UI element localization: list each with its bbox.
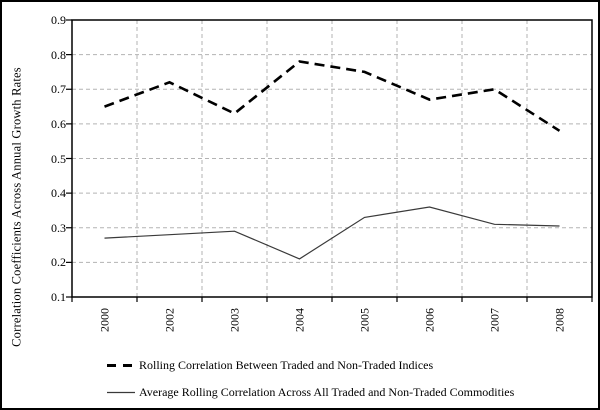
dashed-line-sample-icon [107, 364, 135, 367]
x-tick-label: 2004 [292, 308, 306, 332]
y-tick-label: 0.3 [51, 220, 66, 235]
y-tick-label: 0.9 [51, 13, 66, 27]
y-axis-title: Correlation Coefficients Across Annual G… [9, 67, 24, 347]
series-line-dashed [104, 60, 561, 132]
plot-area [66, 19, 593, 302]
y-tick-label: 0.2 [51, 255, 66, 270]
x-tick-label: 2000 [97, 308, 111, 332]
x-tick-label: 2003 [227, 308, 241, 332]
x-tick-label: 2008 [552, 308, 566, 332]
y-tick-label: 0.5 [51, 151, 66, 166]
legend-label-commodities: Average Rolling Correlation Across All T… [139, 385, 515, 399]
y-tick-label: 0.8 [51, 47, 66, 62]
series-line-solid [104, 206, 560, 260]
y-tick-label: 0.1 [51, 290, 66, 304]
solid-line-sample-icon [107, 391, 135, 394]
x-tick-label: 2005 [357, 308, 371, 332]
x-tick-label: 2007 [487, 308, 501, 332]
y-tick-label: 0.4 [51, 186, 66, 201]
y-tick-label: 0.7 [51, 82, 66, 97]
legend-item-commodities: Average Rolling Correlation Across All T… [106, 385, 514, 400]
y-tick-label: 0.6 [51, 116, 66, 131]
legend-item-indices: Rolling Correlation Between Traded and N… [106, 358, 433, 373]
legend-label-indices: Rolling Correlation Between Traded and N… [139, 358, 434, 372]
x-tick-label: 2006 [422, 308, 436, 332]
x-tick-label: 2002 [162, 308, 176, 332]
